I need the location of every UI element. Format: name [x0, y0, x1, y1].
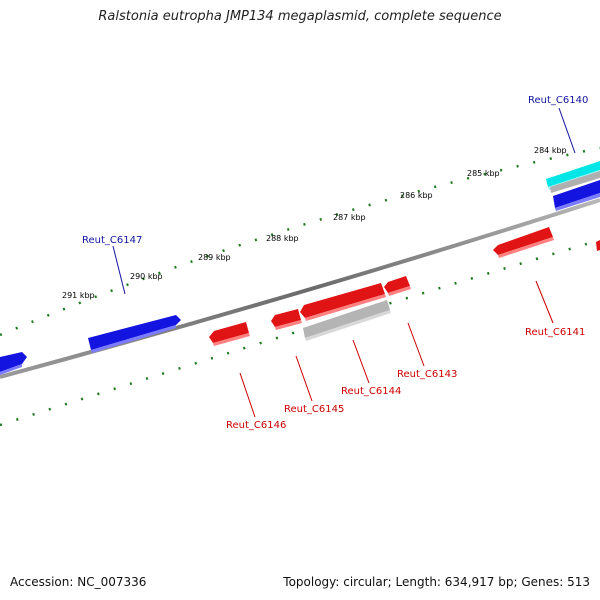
callout-line-c6147 — [112, 245, 126, 295]
gene-label-c6147[interactable]: Reut_C6147 — [82, 235, 142, 246]
kbp-label-290: 290 kbp — [130, 272, 163, 281]
map-title: Ralstonia eutropha JMP134 megaplasmid, c… — [98, 9, 502, 24]
gene-reut-c6146[interactable] — [209, 322, 250, 346]
accession-text: Accession: NC_007336 — [10, 575, 147, 589]
summary-text: Topology: circular; Length: 634,917 bp; … — [283, 575, 590, 589]
gene-reut-c6145[interactable] — [271, 309, 302, 330]
kbp-label-289: 289 kbp — [198, 253, 231, 262]
gene-label-c6141[interactable]: Reut_C6141 — [525, 327, 585, 338]
gene-top-right-grey[interactable] — [550, 171, 600, 193]
kbp-label-287: 287 kbp — [333, 213, 366, 222]
kbp-label-284: 284 kbp — [534, 146, 567, 155]
callout-line-c6140 — [558, 107, 576, 154]
callout-line-c6145 — [295, 355, 313, 402]
kbp-label-285: 285 kbp — [467, 169, 500, 178]
gene-reut-c6143[interactable] — [384, 276, 411, 296]
kbp-label-291: 291 kbp — [62, 291, 95, 300]
gene-right-edge-red[interactable] — [596, 240, 600, 251]
callout-line-c6146 — [239, 372, 256, 418]
gene-left-edge-blue[interactable] — [0, 352, 27, 375]
gene-grey-c6144-strand[interactable] — [303, 300, 391, 341]
kbp-label-286: 286 kbp — [400, 191, 433, 200]
sequence-backbone — [0, 198, 600, 379]
callout-line-c6141 — [535, 280, 554, 324]
gene-label-c6146[interactable]: Reut_C6146 — [226, 420, 286, 431]
gene-label-c6145[interactable]: Reut_C6145 — [284, 404, 344, 415]
gene-reut-c6141[interactable] — [493, 227, 554, 258]
gene-top-right-blue[interactable] — [553, 180, 600, 211]
gene-label-c6144[interactable]: Reut_C6144 — [341, 386, 401, 397]
inner-tick-track — [0, 238, 600, 427]
gene-label-c6140[interactable]: Reut_C6140 — [528, 95, 588, 106]
kbp-label-288: 288 kbp — [266, 234, 299, 243]
gene-label-c6143[interactable]: Reut_C6143 — [397, 369, 457, 380]
gene-reut-c6144[interactable] — [300, 283, 386, 321]
callout-line-c6143 — [407, 322, 425, 367]
callout-line-c6144 — [352, 339, 370, 384]
gene-reut-c6147[interactable] — [88, 315, 181, 353]
